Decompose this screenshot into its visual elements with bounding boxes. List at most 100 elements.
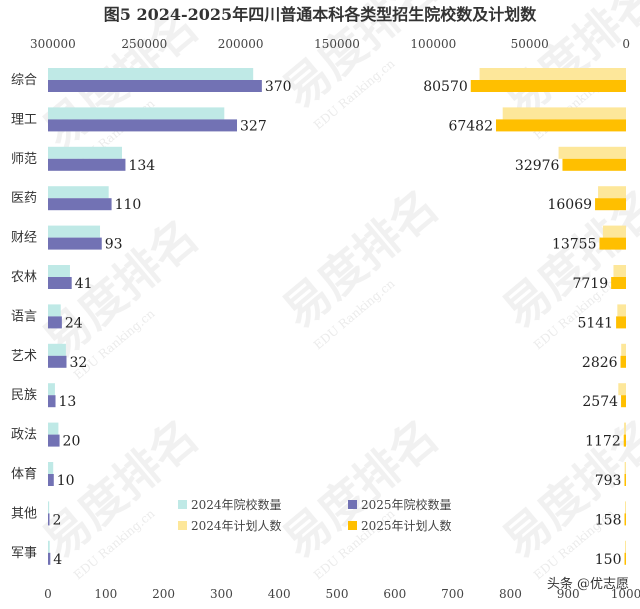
label-2025-plan: 67482 <box>448 118 493 134</box>
label-2025-plan: 5141 <box>577 315 613 331</box>
bar-2025-schools <box>48 474 54 486</box>
bar-2024-plan <box>618 383 626 396</box>
right-axis-tick-label: 300000 <box>30 37 76 51</box>
bar-2024-schools <box>48 186 109 199</box>
label-2025-plan: 150 <box>595 552 622 568</box>
category-label: 综合 <box>11 73 37 88</box>
label-2025-schools: 32 <box>69 355 87 371</box>
left-axis-tick-label: 900 <box>557 587 580 601</box>
legend-swatch <box>178 500 187 509</box>
bar-2024-plan <box>479 68 626 80</box>
bar-2024-plan <box>558 146 626 159</box>
legend-swatch <box>348 521 357 530</box>
label-2025-plan: 1172 <box>585 434 621 450</box>
label-2025-plan: 13755 <box>552 237 597 253</box>
category-label: 理工 <box>11 112 37 127</box>
category-label: 语言 <box>11 309 37 324</box>
legend: 2024年院校数量 2025年院校数量 2024年计划人数 2025年计划人数 <box>178 497 452 533</box>
bar-2025-plan <box>624 474 626 486</box>
legend-label: 2025年院校数量 <box>361 497 452 512</box>
bar-2024-schools <box>48 343 66 356</box>
label-2025-schools: 24 <box>65 315 83 331</box>
right-axis-tick-label: 150000 <box>314 37 360 51</box>
bar-2025-plan <box>620 355 626 368</box>
bar-2024-schools <box>48 146 122 159</box>
bar-2024-plan <box>625 540 626 553</box>
bar-2024-schools <box>48 304 61 317</box>
right-axis-tick-label: 50000 <box>511 37 549 51</box>
label-2025-schools: 134 <box>128 158 155 174</box>
bar-2025-plan <box>611 277 626 289</box>
bar-2024-schools <box>48 68 254 80</box>
bar-2024-schools <box>48 225 101 238</box>
left-axis-tick-label: 0 <box>44 587 52 601</box>
label-2025-schools: 93 <box>105 237 123 253</box>
category-label: 政法 <box>11 428 37 443</box>
bar-2025-schools <box>48 237 102 250</box>
category-label: 农林 <box>11 270 37 285</box>
label-2025-plan: 32976 <box>515 158 560 174</box>
bar-2025-schools <box>48 158 126 171</box>
bar-2025-schools <box>48 277 72 289</box>
bar-2025-schools <box>48 316 62 329</box>
label-2025-plan: 80570 <box>423 79 468 95</box>
bar-2025-schools <box>48 395 56 408</box>
category-label: 医药 <box>11 191 37 206</box>
bar-2025-plan <box>624 552 626 565</box>
left-axis-tick-label: 700 <box>441 587 464 601</box>
bar-2024-schools <box>48 107 225 120</box>
bar-2024-plan <box>617 304 626 317</box>
right-axis-tick-label: 250000 <box>121 37 167 51</box>
label-2025-plan: 7719 <box>572 276 608 292</box>
label-2025-plan: 793 <box>595 473 622 489</box>
bar-2025-schools <box>48 80 262 92</box>
category-label: 财经 <box>11 231 37 246</box>
left-axis-tick-label: 400 <box>268 587 291 601</box>
bar-2024-plan <box>613 265 626 277</box>
bar-marks <box>48 68 626 565</box>
legend-label: 2024年院校数量 <box>191 497 282 512</box>
bar-2025-plan <box>599 237 626 250</box>
label-2025-schools: 110 <box>115 197 142 213</box>
bar-2024-schools <box>48 383 55 396</box>
legend-swatch <box>348 500 357 509</box>
category-label: 其他 <box>11 506 37 521</box>
right-axis-tick-label: 200000 <box>218 37 264 51</box>
bar-2024-plan <box>624 422 626 435</box>
category-label: 民族 <box>11 387 37 403</box>
bar-2025-schools <box>48 355 67 368</box>
left-axis-tick-label: 600 <box>383 587 406 601</box>
bar-2025-schools <box>48 198 112 211</box>
bar-2024-schools <box>48 540 50 553</box>
bar-2025-plan <box>562 158 626 171</box>
label-2025-schools: 41 <box>75 276 93 292</box>
bar-2025-plan <box>624 513 626 526</box>
left-axis-ticks: 0 100 200 300 400 500 600 700 800 900 1000 <box>44 587 640 601</box>
left-axis-tick-label: 300 <box>210 587 233 601</box>
right-axis-tick-label: 0 <box>622 37 630 51</box>
legend-label: 2025年计划人数 <box>361 518 452 533</box>
bar-2025-plan <box>470 80 626 92</box>
bar-2025-schools <box>48 434 60 447</box>
chart-title: 图5 2024-2025年四川普通本科各类型招生院校数及计划数 <box>104 5 537 24</box>
category-label: 军事 <box>11 546 37 561</box>
label-2025-schools: 10 <box>57 473 75 489</box>
label-2025-schools: 4 <box>53 552 62 568</box>
category-label: 体育 <box>11 466 37 482</box>
label-2025-schools: 370 <box>265 79 292 95</box>
right-axis-ticks: 300000 250000 200000 150000 100000 50000 0 <box>30 37 630 51</box>
label-2025-plan: 2826 <box>582 355 618 371</box>
bar-2025-schools <box>48 119 238 132</box>
bar-2025-schools <box>48 513 50 526</box>
category-label: 艺术 <box>11 349 37 364</box>
label-2025-schools: 2 <box>53 512 62 528</box>
credit-text: 头条 @优志愿 <box>547 576 629 592</box>
label-2025-plan: 16069 <box>547 197 592 213</box>
bar-2024-plan <box>502 107 626 120</box>
bar-2025-plan <box>621 395 626 408</box>
label-2025-schools: 13 <box>59 394 77 410</box>
label-2025-schools: 20 <box>63 434 81 450</box>
bar-2024-plan <box>625 501 626 514</box>
